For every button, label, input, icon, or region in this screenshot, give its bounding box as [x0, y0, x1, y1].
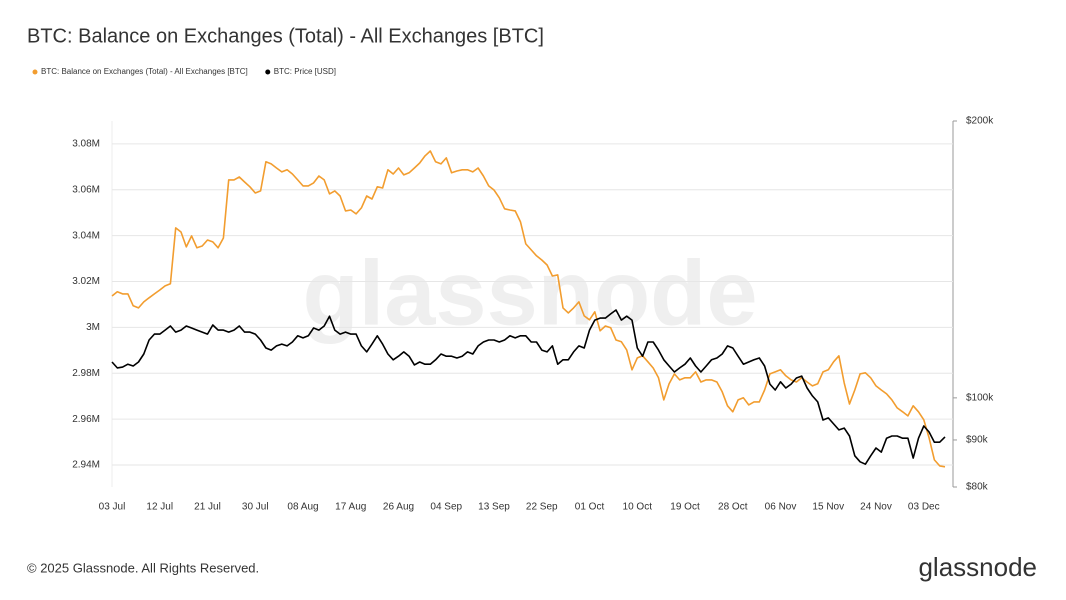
watermark: glassnode [302, 242, 757, 344]
y-tick-label: 3.04M [72, 230, 100, 241]
x-tick-label: 17 Aug [335, 502, 366, 513]
x-tick-label: 30 Jul [242, 502, 269, 513]
x-tick-label: 01 Oct [575, 502, 605, 513]
x-tick-label: 10 Oct [623, 502, 653, 513]
y-tick-label: 2.94M [72, 460, 100, 471]
y2-tick-label: $80k [966, 482, 989, 493]
y2-tick-label: $90k [966, 435, 989, 446]
y2-tick-label: $100k [966, 393, 994, 404]
legend-label: BTC: Price [USD] [274, 67, 336, 76]
x-tick-label: 21 Jul [194, 502, 221, 513]
legend-label: BTC: Balance on Exchanges (Total) - All … [41, 67, 248, 76]
x-tick-label: 22 Sep [526, 502, 558, 513]
x-tick-label: 03 Dec [908, 502, 940, 513]
y-tick-label: 3.06M [72, 184, 100, 195]
y-tick-label: 2.96M [72, 414, 100, 425]
x-tick-label: 06 Nov [765, 502, 797, 513]
y-tick-label: 3M [86, 322, 100, 333]
x-tick-label: 04 Sep [430, 502, 462, 513]
y-tick-label: 3.08M [72, 139, 100, 150]
y-tick-label: 3.02M [72, 276, 100, 287]
x-tick-label: 15 Nov [812, 502, 844, 513]
x-tick-label: 08 Aug [287, 502, 318, 513]
copyright: © 2025 Glassnode. All Rights Reserved. [27, 560, 259, 575]
x-tick-label: 24 Nov [860, 502, 892, 513]
x-tick-label: 13 Sep [478, 502, 510, 513]
x-tick-label: 12 Jul [146, 502, 173, 513]
logo: glassnode [918, 552, 1037, 582]
x-tick-label: 19 Oct [670, 502, 700, 513]
legend-marker [265, 69, 271, 75]
legend-marker [32, 69, 38, 75]
y2-tick-label: $200k [966, 116, 994, 127]
series-line [111, 150, 946, 468]
x-tick-label: 03 Jul [99, 502, 126, 513]
chart-title: BTC: Balance on Exchanges (Total) - All … [27, 25, 544, 47]
x-tick-label: 26 Aug [383, 502, 414, 513]
y-tick-label: 2.98M [72, 368, 100, 379]
x-tick-label: 28 Oct [718, 502, 748, 513]
series-line [111, 309, 946, 465]
